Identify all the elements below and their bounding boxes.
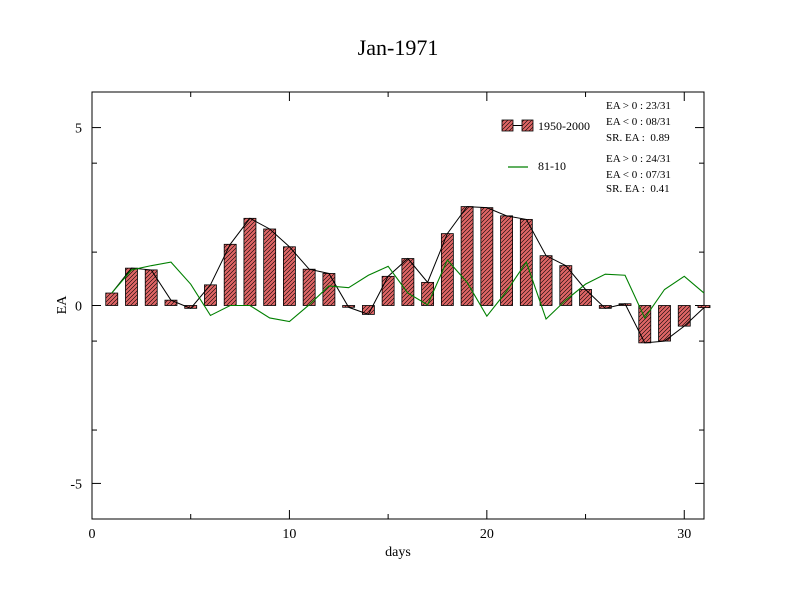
bar-day-3 — [144, 269, 158, 306]
bar-day-15 — [381, 275, 395, 306]
bar-day-4 — [164, 299, 178, 306]
y-axis-label: EA — [55, 295, 70, 315]
bar-series-outline — [111, 206, 705, 344]
bar-day-1 — [105, 292, 119, 306]
y-axis: -5 0 5 — [70, 122, 704, 520]
x-tick-label: 20 — [480, 527, 494, 542]
legend-bar-label: 1950-2000 — [538, 119, 590, 133]
bar-outline-line — [111, 206, 705, 344]
bar-day-25 — [579, 289, 592, 306]
bar-day-29 — [658, 305, 671, 342]
x-tick-label: 30 — [677, 527, 691, 542]
stat-8110-sr-ea: SR. EA : 0.41 — [606, 183, 670, 195]
legend-bar-swatch-left — [501, 119, 514, 132]
y-tick-label: -5 — [70, 477, 82, 492]
line-81-10 — [111, 258, 705, 323]
legend-bar-swatch-right — [521, 119, 534, 132]
x-tick-label: 0 — [89, 527, 96, 542]
stat-8110-ea-negative: EA < 0 : 07/31 — [606, 169, 671, 181]
legend-line-label: 81-10 — [538, 159, 566, 173]
bar-day-20 — [480, 207, 494, 306]
bar-day-31 — [697, 305, 711, 309]
y-tick-label: 5 — [75, 122, 82, 137]
x-axis: 0 10 20 30 — [89, 92, 691, 542]
bar-day-8 — [243, 217, 257, 306]
stat-1950-ea-negative: EA < 0 : 08/31 — [606, 116, 671, 128]
chart-title: Jan-1971 — [358, 35, 439, 60]
bar-day-10 — [283, 246, 296, 306]
legend: 1950-2000 81-10 EA > 0 : 23/31 EA < 0 : … — [501, 100, 671, 195]
bar-day-16 — [401, 258, 415, 306]
bar-day-23 — [539, 255, 553, 306]
line-series-81-10 — [111, 258, 705, 323]
y-tick-label: 0 — [75, 300, 82, 315]
stat-1950-sr-ea: SR. EA : 0.89 — [606, 132, 670, 144]
x-tick-label: 10 — [282, 527, 296, 542]
bar-day-19 — [460, 206, 474, 306]
x-axis-label: days — [385, 545, 411, 560]
bar-series-1950-2000 — [105, 206, 711, 344]
stat-1950-ea-positive: EA > 0 : 23/31 — [606, 100, 671, 112]
bar-day-6 — [204, 284, 217, 306]
bar-day-30 — [677, 305, 691, 327]
stat-8110-ea-positive: EA > 0 : 24/31 — [606, 153, 671, 165]
bar-day-9 — [263, 228, 277, 306]
